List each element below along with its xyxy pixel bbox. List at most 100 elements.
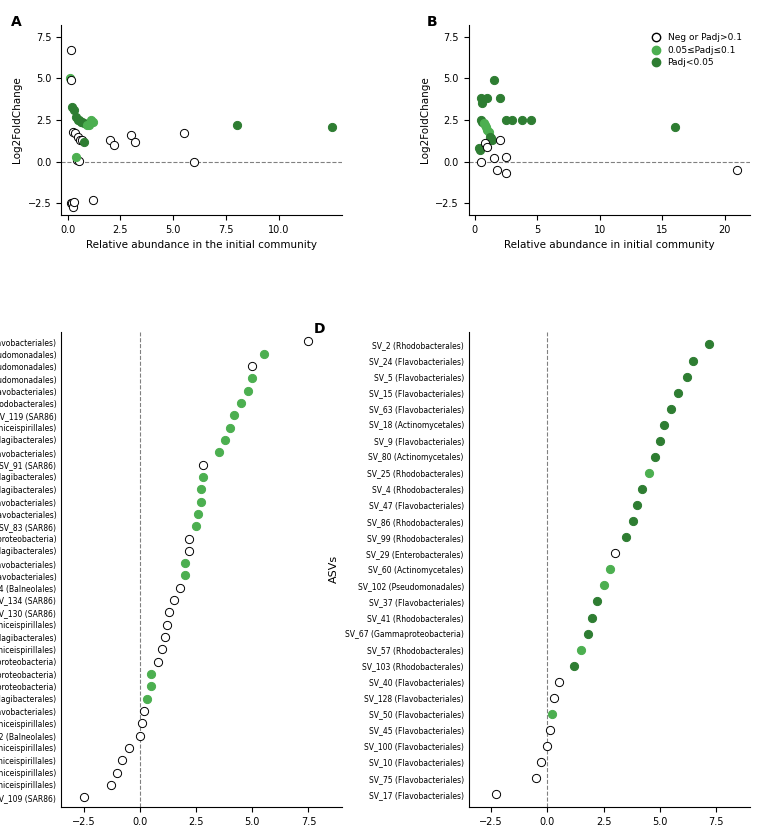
Point: [134, 729, 146, 742]
Point: [136, 716, 148, 730]
Point: [636, 483, 648, 496]
Point: [731, 163, 744, 176]
Point: [151, 655, 164, 668]
Point: [174, 581, 187, 594]
Point: [649, 450, 662, 463]
Point: [80, 118, 93, 131]
Point: [493, 133, 506, 146]
Point: [116, 754, 128, 767]
Point: [65, 73, 77, 87]
Point: [506, 113, 519, 126]
Point: [631, 498, 643, 512]
Point: [545, 707, 558, 721]
Y-axis label: ASVs: ASVs: [330, 555, 340, 583]
Point: [688, 354, 700, 367]
Point: [591, 595, 603, 608]
Point: [71, 153, 83, 166]
Point: [230, 118, 243, 131]
Point: [500, 113, 513, 126]
Point: [575, 643, 588, 656]
Point: [548, 691, 560, 705]
X-axis label: Relative abundance in initial community: Relative abundance in initial community: [504, 240, 715, 250]
Point: [480, 120, 493, 133]
Point: [481, 123, 493, 136]
Point: [658, 418, 670, 432]
Point: [64, 43, 76, 57]
Point: [125, 128, 137, 141]
Point: [145, 667, 158, 681]
Point: [68, 103, 80, 116]
Point: [568, 659, 581, 672]
Point: [145, 680, 158, 693]
Point: [477, 115, 489, 128]
Point: [479, 118, 491, 131]
Point: [163, 606, 175, 619]
Point: [525, 113, 537, 126]
Point: [487, 133, 499, 146]
Point: [477, 97, 489, 110]
Point: [220, 433, 232, 447]
Point: [72, 113, 84, 126]
Point: [184, 532, 196, 545]
Point: [535, 755, 547, 769]
Point: [68, 196, 80, 209]
Point: [681, 370, 693, 384]
Point: [703, 338, 715, 351]
Point: [665, 402, 677, 415]
Point: [604, 562, 617, 576]
Point: [552, 675, 565, 688]
Point: [67, 125, 79, 138]
Y-axis label: Log2FoldChange: Log2FoldChange: [420, 77, 430, 163]
Point: [177, 126, 190, 140]
Point: [620, 531, 632, 544]
Point: [64, 197, 76, 210]
Point: [66, 100, 78, 113]
Point: [83, 118, 95, 131]
Point: [179, 557, 191, 570]
Point: [672, 386, 684, 399]
Point: [85, 113, 97, 126]
Point: [491, 163, 503, 176]
Point: [86, 194, 99, 207]
Point: [70, 110, 82, 123]
Point: [213, 446, 225, 459]
Point: [190, 519, 202, 532]
Text: B: B: [427, 16, 437, 29]
Point: [475, 155, 487, 168]
Point: [242, 384, 254, 398]
Point: [158, 631, 171, 644]
Y-axis label: Log2FoldChange: Log2FoldChange: [12, 77, 22, 163]
Point: [64, 72, 76, 85]
Point: [485, 131, 497, 145]
Point: [104, 133, 116, 146]
Text: D: D: [314, 322, 326, 336]
Point: [581, 627, 594, 641]
Point: [108, 138, 120, 151]
Point: [73, 154, 85, 167]
Point: [543, 723, 555, 736]
Point: [66, 197, 78, 210]
Point: [481, 92, 493, 105]
Point: [228, 409, 240, 422]
Point: [111, 766, 123, 780]
Point: [500, 166, 513, 180]
Point: [192, 508, 204, 521]
Point: [69, 126, 81, 140]
Point: [516, 113, 529, 126]
Point: [653, 434, 666, 448]
Point: [643, 466, 655, 479]
Point: [500, 150, 513, 163]
Point: [246, 359, 259, 373]
Point: [197, 470, 209, 483]
Point: [586, 611, 598, 624]
Point: [246, 372, 259, 385]
Point: [184, 544, 196, 557]
Point: [77, 790, 90, 804]
Point: [475, 113, 487, 126]
Point: [302, 334, 314, 348]
Point: [530, 771, 542, 785]
Point: [78, 135, 90, 148]
Point: [168, 593, 180, 607]
Point: [475, 92, 487, 105]
Point: [161, 618, 173, 631]
